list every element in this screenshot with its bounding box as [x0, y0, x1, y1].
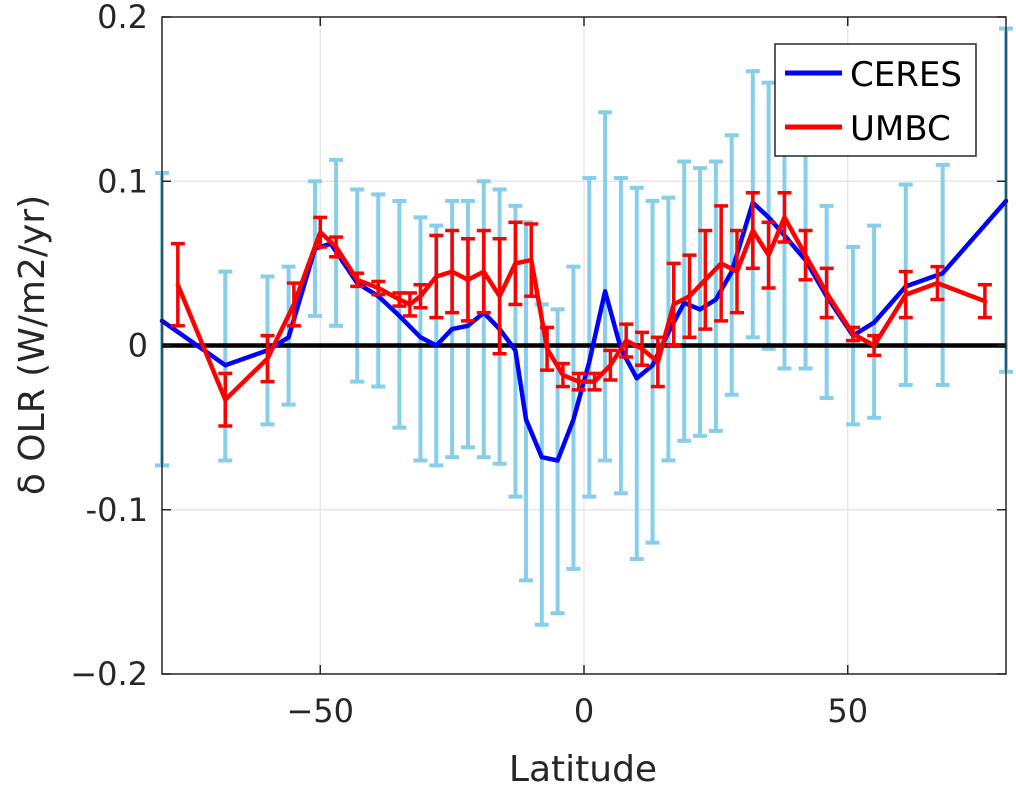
umbc-error-bars	[170, 190, 992, 428]
umbc-error-bar	[555, 361, 570, 389]
y-tick-label: 0	[128, 327, 148, 365]
umbc-error-bar	[260, 333, 275, 384]
umbc-error-bar	[846, 325, 861, 343]
umbc-error-bar	[650, 335, 665, 389]
umbc-error-bar	[329, 235, 344, 259]
umbc-error-bar	[540, 325, 555, 372]
legend-box	[774, 43, 977, 157]
ceres-error-bar	[598, 110, 613, 463]
umbc-error-bar	[698, 228, 713, 331]
umbc-error-bar	[508, 220, 523, 307]
y-tick-label: -0.1	[86, 491, 148, 529]
umbc-error-bar	[402, 291, 417, 318]
legend: CERES UMBC	[774, 43, 977, 157]
umbc-error-bar	[429, 233, 444, 320]
umbc-error-bar	[777, 190, 792, 244]
ceres-error-bar	[693, 166, 708, 438]
umbc-error-bar	[977, 282, 992, 320]
umbc-error-bar	[492, 236, 507, 356]
umbc-error-bar	[682, 253, 697, 340]
umbc-error-bar	[798, 228, 813, 282]
ceres-error-bar	[476, 179, 491, 460]
umbc-error-bar	[930, 264, 945, 302]
umbc-error-bar	[898, 269, 913, 320]
ceres-error-bar	[613, 175, 628, 496]
umbc-error-bar	[286, 281, 301, 328]
x-axis-label: Latitude	[509, 749, 657, 787]
umbc-error-bar	[350, 271, 365, 289]
x-tick-label: 50	[827, 692, 868, 730]
umbc-error-bar	[635, 330, 650, 367]
ceres-error-bar	[645, 198, 660, 545]
umbc-error-bar	[524, 222, 539, 298]
umbc-error-bar	[218, 371, 233, 428]
umbc-error-bar	[460, 236, 475, 323]
x-tick-label: 0	[574, 692, 594, 730]
x-tick-label: −50	[286, 692, 354, 730]
umbc-error-bar	[170, 241, 185, 328]
umbc-error-bar	[819, 266, 834, 320]
umbc-error-bar	[587, 371, 602, 392]
umbc-error-bar	[476, 228, 491, 315]
umbc-error-bar	[571, 371, 586, 392]
legend-label-umbc: UMBC	[850, 109, 951, 149]
y-axis-label: δ OLR (W/m2/yr)	[12, 195, 53, 495]
umbc-error-bar	[619, 322, 634, 359]
umbc-error-bar	[666, 261, 681, 348]
y-tick-label: 0.2	[97, 0, 148, 36]
y-tick-label: 0.1	[97, 162, 148, 200]
legend-label-ceres: CERES	[850, 55, 962, 95]
umbc-error-bar	[445, 228, 460, 315]
umbc-error-bar	[867, 333, 882, 358]
umbc-error-bar	[313, 215, 328, 249]
ceres-error-bar	[582, 175, 597, 499]
umbc-error-bar	[413, 282, 428, 310]
ceres-error-bar	[629, 185, 644, 562]
umbc-error-bar	[714, 204, 729, 323]
umbc-error-bar	[603, 348, 618, 382]
umbc-error-bar	[745, 190, 760, 271]
y-tick-label: −0.2	[70, 655, 148, 693]
axis-ticks: −50 0 50 −0.2 -0.1 0 0.1 0.2	[70, 0, 1006, 730]
umbc-error-bar	[729, 228, 744, 315]
umbc-error-bar	[761, 220, 776, 290]
umbc-error-bar	[371, 279, 386, 297]
